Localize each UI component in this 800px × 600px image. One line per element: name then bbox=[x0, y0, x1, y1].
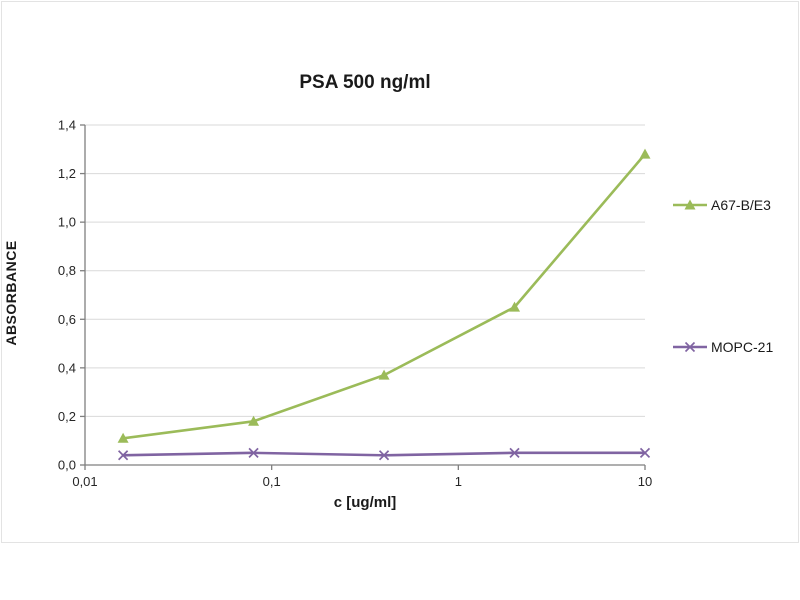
series-line-0 bbox=[121, 152, 647, 440]
x-axis-title: c [ug/ml] bbox=[333, 494, 397, 511]
triangle-marker bbox=[684, 199, 696, 209]
plot-root: 0,0 0,2 0,4 0,6 0,8 1,0 1,2 1,4 0,01 0,1 1 10 bbox=[58, 118, 652, 490]
x-marker bbox=[248, 447, 259, 458]
x-tick-label: 1 bbox=[455, 474, 462, 489]
chart-frame bbox=[1, 1, 799, 543]
x-line-marker-icon bbox=[673, 341, 707, 352]
legend-label-a67-b-e3: A67-B/E3 bbox=[711, 196, 771, 213]
y-tick-label: 0,2 bbox=[58, 409, 76, 424]
triangle-line-marker-icon bbox=[673, 199, 707, 209]
triangle-marker bbox=[378, 369, 390, 380]
triangle-marker bbox=[639, 148, 651, 159]
legend-item-a67-b-e3: A67-B/E3 bbox=[672, 196, 771, 213]
y-tick-label: 0,4 bbox=[58, 360, 76, 375]
y-tick-label: 1,0 bbox=[58, 215, 76, 230]
x-marker bbox=[639, 447, 651, 458]
x-tick-label: 0,01 bbox=[72, 474, 97, 489]
x-marker bbox=[684, 341, 696, 352]
y-tick-label: 1,4 bbox=[58, 118, 76, 133]
y-tick-label: 0,8 bbox=[58, 263, 76, 278]
legend-label-mopc-21: MOPC-21 bbox=[711, 338, 774, 355]
triangle-marker bbox=[117, 432, 129, 443]
y-tick-label: 0,0 bbox=[58, 458, 76, 473]
x-tick-label: 0,1 bbox=[263, 474, 281, 489]
y-tick-label: 0,6 bbox=[58, 312, 76, 327]
x-tick-label: 10 bbox=[638, 474, 652, 489]
chart-title: PSA 500 ng/ml bbox=[299, 72, 431, 93]
x-marker bbox=[118, 450, 129, 461]
x-marker bbox=[509, 447, 520, 458]
x-marker bbox=[378, 450, 390, 461]
legend-item-mopc-21: MOPC-21 bbox=[672, 338, 773, 355]
triangle-marker bbox=[248, 415, 260, 426]
y-tick-label: 1,2 bbox=[58, 166, 76, 181]
y-axis-title: ABSORBANCE bbox=[3, 240, 19, 346]
triangle-marker bbox=[509, 301, 521, 312]
